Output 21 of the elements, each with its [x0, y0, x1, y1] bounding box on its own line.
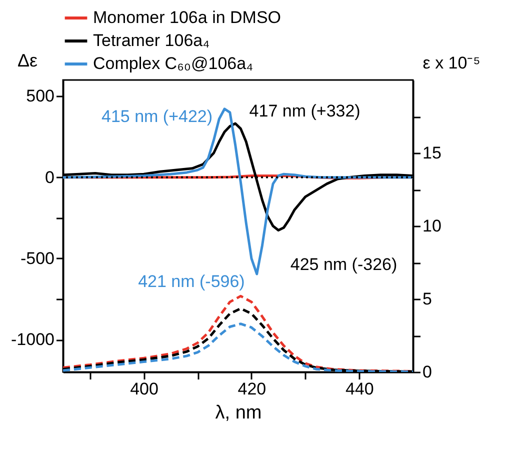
y2-tick-label: 0 — [422, 362, 432, 382]
x-tick-label: 440 — [345, 380, 374, 398]
y-tick-label: -500 — [20, 248, 54, 268]
annotation: 415 nm (+422) — [101, 106, 213, 126]
y-tick-label: 0 — [45, 168, 54, 187]
annotation: 425 nm (-326) — [290, 255, 398, 274]
y2-tick-label: 10 — [422, 216, 442, 236]
x-tick-label: 400 — [130, 380, 158, 398]
legend-label: Monomer 106a in DMSO — [93, 8, 282, 27]
x-tick-label: 420 — [238, 380, 266, 398]
y2-axis-title: ε x 10⁻⁵ — [422, 54, 480, 72]
annotation: 417 nm (+332) — [249, 101, 360, 120]
legend-label: Tetramer 106a₄ — [93, 31, 210, 50]
y-tick-label: -1000 — [11, 330, 54, 350]
annotation: 421 nm (-596) — [138, 272, 245, 292]
y-axis-title: Δε — [18, 50, 38, 70]
x-axis-title: λ, nm — [215, 402, 262, 424]
y2-tick-label: 5 — [422, 290, 432, 308]
y2-tick-label: 15 — [422, 144, 442, 162]
legend-label: Complex C₆₀@106a₄ — [93, 54, 254, 73]
y-tick-label: 500 — [26, 86, 54, 106]
